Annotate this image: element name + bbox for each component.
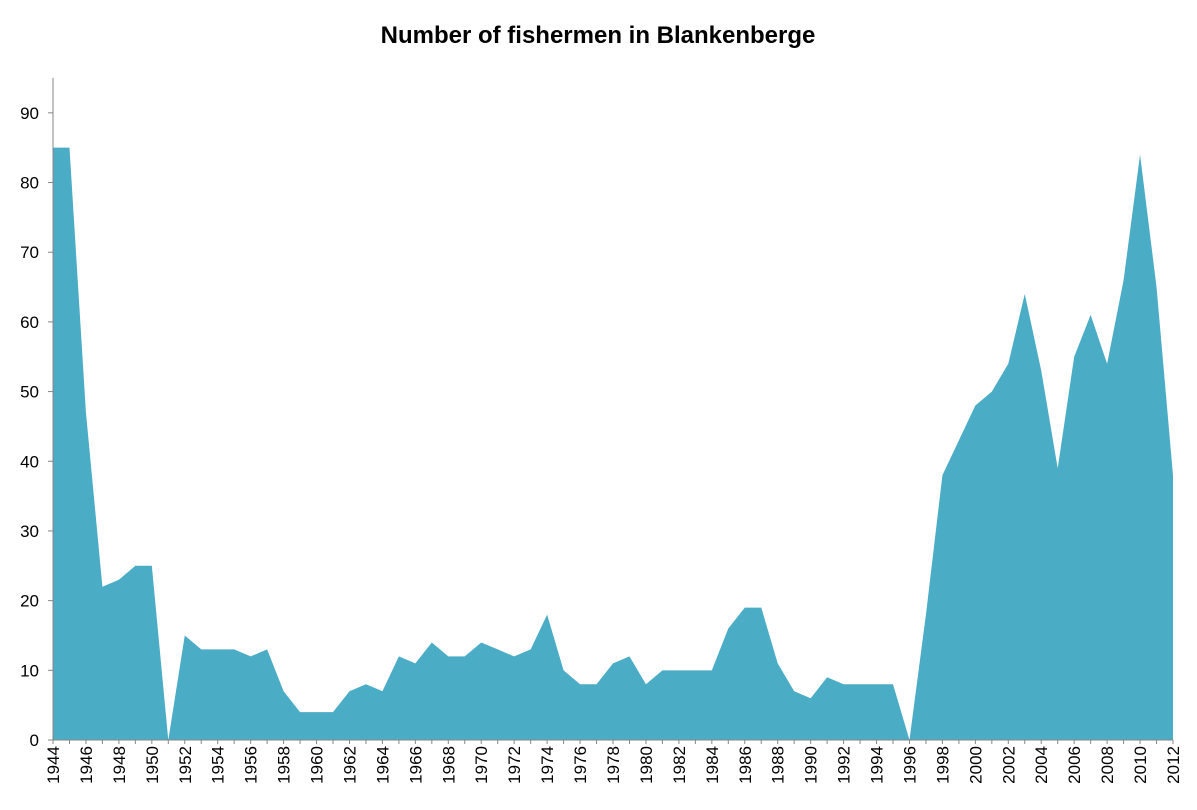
- x-tick-label: 1994: [868, 746, 887, 784]
- y-tick-label: 70: [20, 243, 39, 262]
- x-tick-label: 1944: [44, 746, 63, 784]
- x-tick-label: 1950: [143, 746, 162, 784]
- y-tick-label: 90: [20, 104, 39, 123]
- y-tick-label: 20: [20, 592, 39, 611]
- x-tick-label: 1982: [670, 746, 689, 784]
- x-tick-label: 1966: [406, 746, 425, 784]
- x-tick-label: 1978: [604, 746, 623, 784]
- x-tick-label: 1996: [900, 746, 919, 784]
- x-tick-label: 1984: [703, 746, 722, 784]
- x-tick-label: 1980: [637, 746, 656, 784]
- x-tick-label: 1998: [933, 746, 952, 784]
- y-tick-label: 40: [20, 452, 39, 471]
- x-tick-label: 2008: [1098, 746, 1117, 784]
- x-tick-label: 1956: [242, 746, 261, 784]
- x-tick-label: 1946: [77, 746, 96, 784]
- x-tick-label: 1986: [736, 746, 755, 784]
- x-tick-label: 1968: [439, 746, 458, 784]
- y-axis-ticks: 0 10 20 30 40 50 60 70 80 90: [20, 104, 53, 750]
- x-tick-label: 1974: [538, 746, 557, 784]
- y-tick-label: 0: [30, 731, 39, 750]
- x-tick-label: 2002: [999, 746, 1018, 784]
- x-tick-label: 1960: [308, 746, 327, 784]
- y-tick-label: 60: [20, 313, 39, 332]
- y-tick-label: 80: [20, 174, 39, 193]
- x-tick-label: 1962: [340, 746, 359, 784]
- x-tick-label: 1992: [835, 746, 854, 784]
- x-tick-label: 1972: [505, 746, 524, 784]
- x-tick-label: 1952: [176, 746, 195, 784]
- x-tick-label: 1954: [209, 746, 228, 784]
- x-tick-label: 2004: [1032, 746, 1051, 784]
- y-tick-label: 10: [20, 661, 39, 680]
- x-tick-label: 2010: [1131, 746, 1150, 784]
- area-series: [53, 147, 1173, 740]
- x-tick-label: 1964: [373, 746, 392, 784]
- x-tick-label: 1990: [802, 746, 821, 784]
- x-tick-label: 2000: [966, 746, 985, 784]
- chart-title: Number of fishermen in Blankenberge: [381, 22, 816, 49]
- x-tick-label: 1958: [275, 746, 294, 784]
- x-tick-label: 1976: [571, 746, 590, 784]
- x-tick-label: 2012: [1164, 746, 1183, 784]
- y-tick-label: 30: [20, 522, 39, 541]
- x-tick-label: 1970: [472, 746, 491, 784]
- x-tick-label: 1988: [769, 746, 788, 784]
- x-axis-ticks: 1944 1946 1948 1950 1952 1954 1956 1958 1960 1962…: [44, 740, 1183, 784]
- y-tick-label: 50: [20, 383, 39, 402]
- area-layer: [53, 147, 1173, 740]
- x-tick-label: 2006: [1065, 746, 1084, 784]
- x-tick-label: 1948: [110, 746, 129, 784]
